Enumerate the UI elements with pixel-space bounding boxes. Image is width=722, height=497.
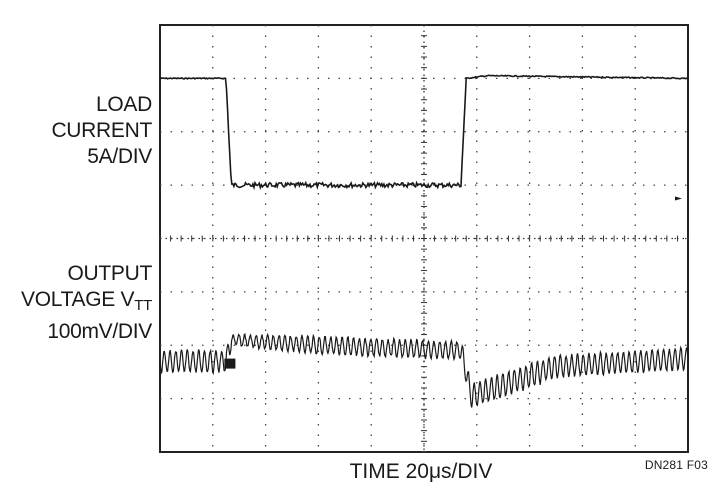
out-label-voltage: VOLTAGE V bbox=[21, 288, 135, 311]
out-label-subscript: TT bbox=[134, 297, 152, 314]
output-voltage-label: OUTPUT VOLTAGE VTT 100mV/DIV bbox=[21, 261, 152, 345]
load-current-trace bbox=[160, 74, 689, 191]
load-current-label: LOAD CURRENT 5A/DIV bbox=[51, 92, 152, 170]
trigger-arrow-icon bbox=[675, 196, 682, 201]
figure-code: DN281 F03 bbox=[644, 458, 708, 472]
x-axis-label: TIME 20μs/DIV bbox=[349, 460, 493, 483]
load-label-line-2: CURRENT bbox=[51, 119, 152, 142]
traces bbox=[159, 74, 689, 408]
graticule bbox=[159, 24, 689, 453]
load-label-scale: 5A/DIV bbox=[87, 145, 152, 168]
trace-marker bbox=[224, 358, 236, 369]
load-label-line-1: LOAD bbox=[96, 93, 152, 116]
out-label-scale: 100mV/DIV bbox=[47, 320, 152, 343]
out-label-line-1: OUTPUT bbox=[67, 262, 152, 285]
output-voltage-trace bbox=[159, 332, 689, 408]
out-label-line-2: VOLTAGE VTT bbox=[21, 287, 152, 319]
